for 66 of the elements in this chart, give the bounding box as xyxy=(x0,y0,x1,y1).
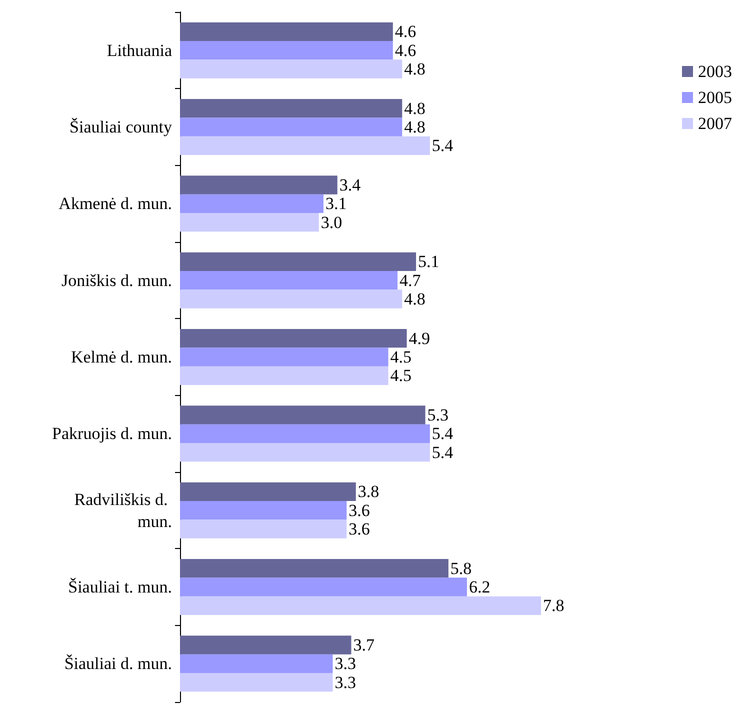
bar xyxy=(180,596,541,615)
data-label: 5.4 xyxy=(432,424,454,444)
bar xyxy=(180,60,402,78)
data-label: 4.8 xyxy=(404,289,426,308)
bar xyxy=(180,22,393,42)
y-tick-label: Šiauliai county xyxy=(70,118,172,136)
legend-label: 2005 xyxy=(698,88,732,107)
y-tick-label: Lithuania xyxy=(106,40,172,60)
bar xyxy=(180,212,319,232)
bar xyxy=(180,482,356,502)
data-label: 4.8 xyxy=(404,59,426,78)
y-tick-label: Pakruojis d. mun. xyxy=(52,424,172,444)
legend-label: 2007 xyxy=(698,114,732,133)
data-label: 3.6 xyxy=(348,519,370,538)
data-label: 3.3 xyxy=(334,654,356,674)
y-tick-label: Šiauliai t. mun. xyxy=(68,578,172,596)
data-label: 5.1 xyxy=(418,252,440,272)
bar xyxy=(180,252,416,272)
data-label: 3.3 xyxy=(334,672,356,692)
bar xyxy=(180,348,388,366)
bar xyxy=(180,118,402,136)
data-label: 3.0 xyxy=(320,212,342,232)
y-tick-label: Kelmė d. mun. xyxy=(70,348,172,366)
bar xyxy=(180,672,333,692)
bar xyxy=(180,194,324,213)
data-label: 4.8 xyxy=(404,118,426,136)
bar xyxy=(180,406,426,424)
bar xyxy=(180,654,333,673)
data-label: 4.7 xyxy=(400,270,422,290)
bar xyxy=(180,271,398,290)
data-label: 4.6 xyxy=(394,22,416,42)
bar xyxy=(180,442,430,462)
bar xyxy=(180,424,430,443)
data-label: 3.1 xyxy=(325,194,347,214)
data-label: 4.8 xyxy=(404,98,426,118)
data-label: 3.4 xyxy=(339,176,362,195)
data-label: 4.5 xyxy=(390,366,412,386)
data-label: 6.2 xyxy=(468,578,490,596)
bar xyxy=(180,559,448,578)
bar xyxy=(180,176,338,194)
data-label: 4.5 xyxy=(390,348,412,366)
data-label: 5.3 xyxy=(427,406,449,425)
bar xyxy=(180,290,402,308)
bar xyxy=(180,636,352,654)
bar xyxy=(180,578,467,596)
data-label: 4.9 xyxy=(408,328,430,348)
bar xyxy=(180,520,347,538)
legend-label: 2003 xyxy=(698,62,732,81)
data-label: 3.7 xyxy=(353,636,375,655)
data-label: 3.8 xyxy=(358,482,380,502)
y-tick-label: Radviliškis d. mun. xyxy=(74,490,172,531)
data-label: 3.6 xyxy=(348,500,370,520)
bar xyxy=(180,99,402,118)
bar xyxy=(180,501,347,520)
data-label: 7.8 xyxy=(543,596,564,616)
y-tick-label: Šiauliai d. mun. xyxy=(64,654,172,674)
y-tick-label: Akmenė d. mun. xyxy=(58,194,172,214)
bar xyxy=(180,41,393,60)
data-label: 4.6 xyxy=(394,40,416,60)
bar xyxy=(180,366,388,385)
data-label: 5.4 xyxy=(432,136,454,156)
data-label: 5.4 xyxy=(432,442,454,462)
bar xyxy=(180,329,407,348)
y-tick-label: Joniškis d. mun. xyxy=(61,270,172,290)
bar xyxy=(180,136,430,155)
data-label: 5.8 xyxy=(450,558,472,578)
